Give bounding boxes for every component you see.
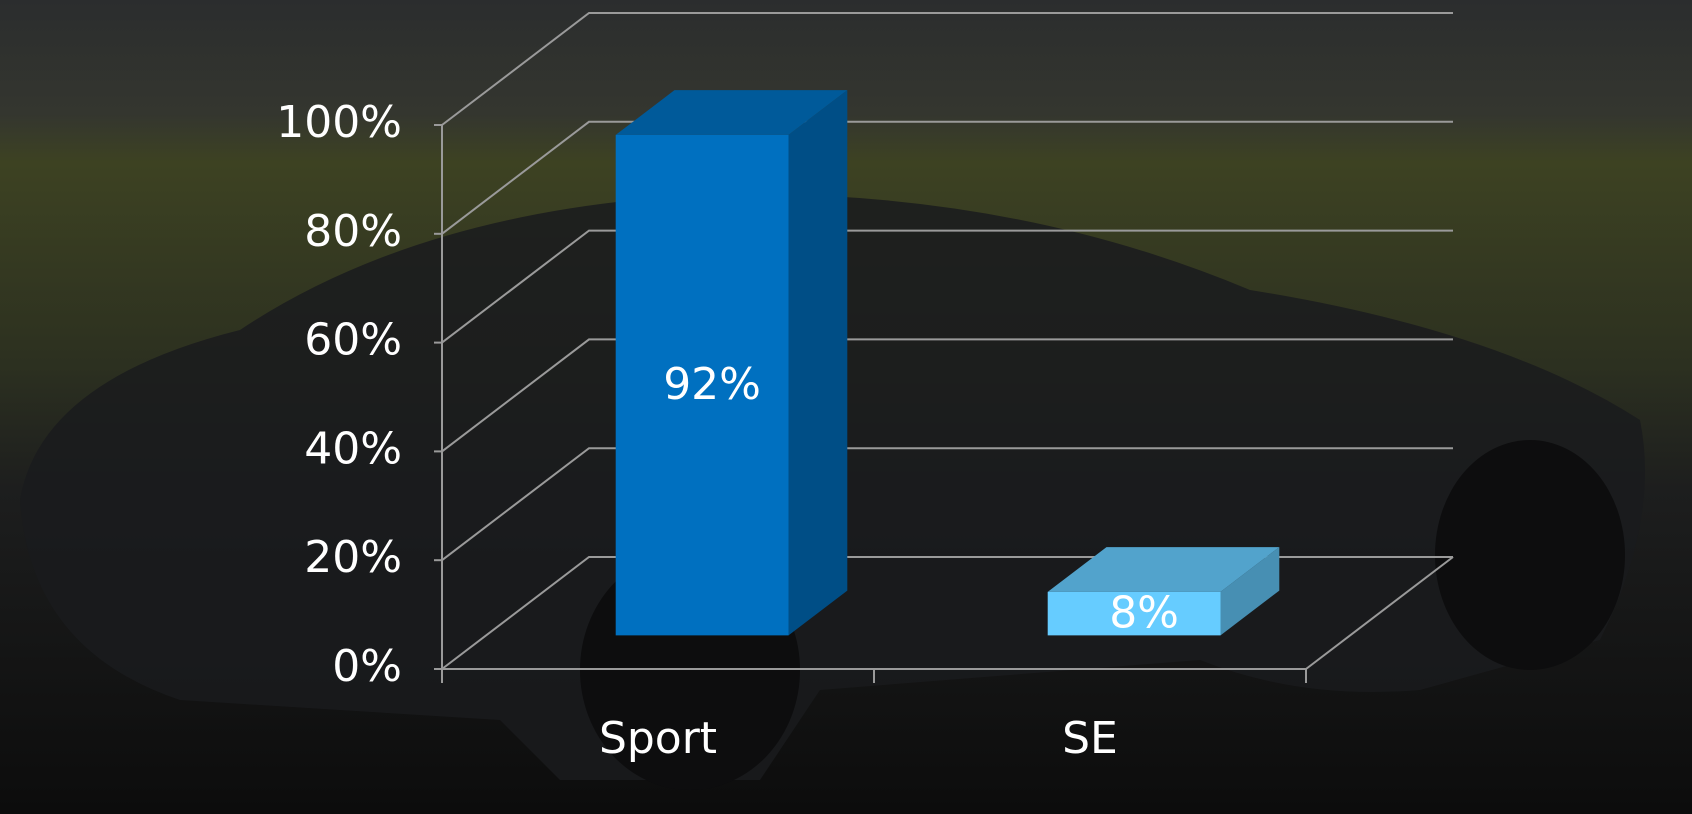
grid-line [441,229,1453,344]
y-tick-label: 20% [304,532,402,583]
y-tick-label: 40% [304,423,402,474]
bar-top [615,90,848,135]
bar-top [1047,547,1280,592]
x-tick-label: SE [1062,713,1118,764]
value-label: 92% [663,359,761,410]
value-label: 8% [1109,588,1179,639]
floor-right [1305,556,1454,670]
grid-line [441,12,1453,126]
bar-front [1047,591,1221,636]
wheel [1435,440,1625,670]
y-tick-label: 80% [304,206,402,257]
bar-front [615,134,789,636]
plot: 0% 20% 40% 60% 80% 100% Sport 92% SE 8% [276,12,1454,764]
grid-line [441,120,1453,235]
x-tick-label: Sport [599,713,717,764]
bar-side [788,90,848,636]
y-tick-label: 0% [332,641,402,692]
grid-line [441,447,1453,561]
bar-side [1220,547,1280,636]
y-tick-label: 100% [276,97,402,148]
y-tick-label: 60% [304,315,402,366]
grid-line [441,338,1453,453]
